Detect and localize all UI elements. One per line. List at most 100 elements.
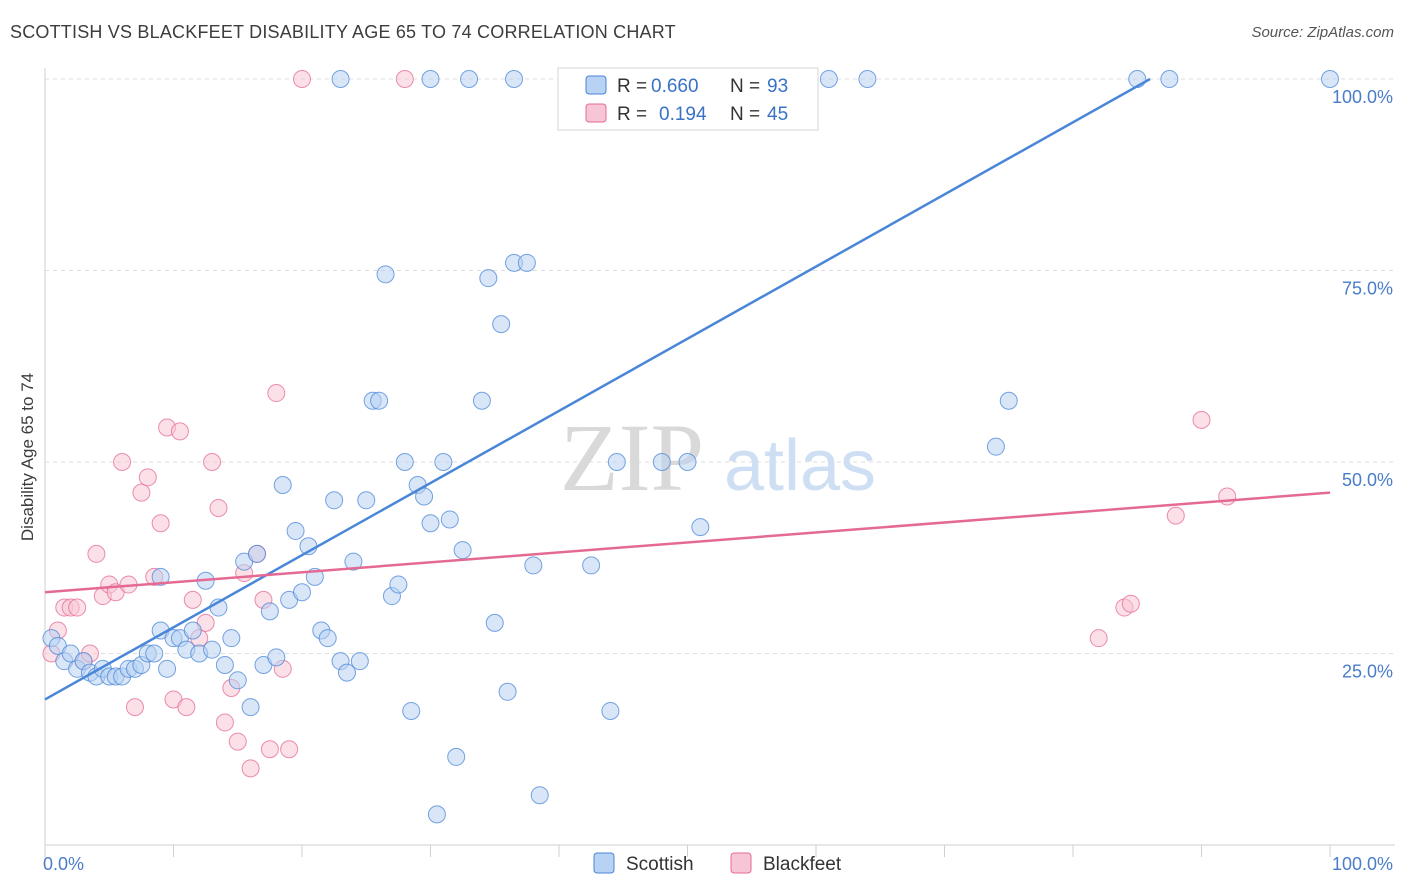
- bottom-legend-swatch-scottish: [593, 852, 615, 874]
- watermark: ZIP atlas: [560, 404, 876, 511]
- point-scottish-81: [331, 70, 350, 88]
- point-scottish-55: [395, 453, 414, 471]
- point-scottish-22: [183, 621, 202, 640]
- point-blackfeet-26: [209, 498, 228, 517]
- point-blackfeet-38: [293, 70, 311, 88]
- point-scottish-28: [222, 629, 241, 648]
- point-scottish-38: [286, 521, 305, 540]
- point-blackfeet-29: [228, 732, 247, 751]
- point-scottish-34: [260, 602, 279, 621]
- point-scottish-73: [524, 556, 543, 575]
- y-tick-label-100: 100.0%: [1332, 87, 1393, 107]
- point-scottish-82: [421, 70, 440, 88]
- legend-swatch-blackfeet: [585, 103, 607, 123]
- point-scottish-78: [652, 453, 671, 471]
- point-scottish-18: [158, 659, 177, 678]
- bottom-legend-label-blackfeet: Blackfeet: [763, 854, 842, 875]
- point-scottish-75: [582, 556, 601, 575]
- point-blackfeet-25: [203, 453, 222, 471]
- point-scottish-66: [472, 391, 491, 410]
- point-scottish-86: [858, 70, 877, 88]
- point-scottish-92: [151, 567, 170, 586]
- legend-n-label-scottish: N =: [730, 76, 760, 97]
- point-blackfeet-22: [183, 590, 202, 609]
- point-scottish-80: [691, 518, 710, 537]
- point-scottish-74: [530, 786, 549, 805]
- point-scottish-16: [145, 644, 164, 663]
- legend-r-label-blackfeet: R =: [617, 104, 647, 125]
- point-scottish-29: [228, 671, 247, 690]
- point-scottish-85: [819, 70, 838, 88]
- point-blackfeet-34: [260, 740, 279, 759]
- point-scottish-25: [203, 640, 222, 659]
- point-scottish-59: [421, 514, 440, 533]
- point-blackfeet-4: [68, 598, 87, 617]
- point-blackfeet-45: [1218, 487, 1237, 506]
- point-scottish-51: [370, 391, 389, 410]
- point-scottish-43: [318, 629, 337, 648]
- point-blackfeet-43: [1166, 506, 1185, 525]
- point-scottish-90: [999, 391, 1018, 410]
- tick-labels: 25.0% 50.0% 75.0% 100.0% 0.0% 100.0%: [43, 87, 1393, 874]
- point-scottish-36: [273, 475, 292, 494]
- point-scottish-46: [337, 663, 356, 682]
- point-blackfeet-44: [1192, 410, 1211, 429]
- legend-n-label-blackfeet: N =: [730, 104, 760, 125]
- point-blackfeet-15: [138, 468, 157, 487]
- point-blackfeet-13: [125, 698, 144, 717]
- point-blackfeet-42: [1121, 594, 1140, 613]
- point-scottish-39: [293, 583, 311, 602]
- y-tick-label-50: 50.0%: [1342, 470, 1393, 490]
- y-tick-label-25: 25.0%: [1342, 662, 1393, 682]
- point-blackfeet-14: [132, 483, 151, 502]
- chart-title: SCOTTISH VS BLACKFEET DISABILITY AGE 65 …: [10, 22, 676, 42]
- point-scottish-68: [485, 613, 504, 632]
- legend-n-value-scottish: 93: [767, 76, 788, 97]
- point-scottish-60: [427, 805, 446, 824]
- x-tick-label-100: 100.0%: [1332, 854, 1393, 874]
- point-scottish-52: [376, 265, 395, 284]
- point-scottish-56: [402, 701, 421, 720]
- point-blackfeet-37: [280, 740, 299, 759]
- point-blackfeet-27: [215, 713, 234, 732]
- trend-line-blackfeet: [44, 491, 1331, 594]
- point-blackfeet-11: [113, 453, 132, 471]
- point-scottish-67: [479, 269, 498, 288]
- point-blackfeet-7: [87, 544, 106, 563]
- point-blackfeet-20: [170, 422, 189, 441]
- trend-lines: [44, 77, 1331, 701]
- legend-swatch-scottish: [585, 75, 607, 95]
- legend-r-value-scottish: 0.660: [651, 76, 699, 97]
- point-scottish-32: [248, 544, 267, 563]
- trend-line-scottish: [44, 77, 1151, 701]
- point-scottish-47: [344, 552, 363, 571]
- legend-box: R = 0.660 N = 93 R = 0.194 N = 45: [557, 67, 819, 131]
- point-scottish-27: [215, 655, 234, 674]
- point-scottish-77: [607, 453, 626, 471]
- bottom-legend-label-scottish: Scottish: [626, 854, 694, 875]
- point-scottish-88: [1160, 70, 1179, 88]
- y-tick-label-75: 75.0%: [1342, 279, 1393, 299]
- point-blackfeet-39: [395, 70, 414, 88]
- x-tick-label-0: 0.0%: [43, 854, 84, 874]
- point-scottish-49: [357, 491, 376, 510]
- point-blackfeet-17: [151, 514, 170, 533]
- point-scottish-61: [434, 453, 453, 471]
- point-scottish-35: [267, 648, 286, 667]
- point-scottish-48: [350, 652, 369, 671]
- point-scottish-62: [440, 510, 459, 529]
- axes: [44, 68, 1395, 857]
- point-blackfeet-21: [177, 698, 196, 717]
- chart-source: Source: ZipAtlas.com: [1251, 24, 1394, 41]
- point-scottish-70: [498, 682, 517, 701]
- point-scottish-83: [505, 70, 524, 88]
- point-blackfeet-35: [267, 384, 286, 403]
- point-scottish-64: [453, 541, 472, 560]
- legend-n-value-blackfeet: 45: [767, 104, 788, 125]
- legend-r-label-scottish: R =: [617, 76, 647, 97]
- point-scottish-72: [517, 253, 536, 272]
- point-scottish-69: [492, 315, 511, 334]
- watermark-atlas: atlas: [724, 426, 876, 506]
- legend-r-value-blackfeet: 0.194: [659, 104, 707, 125]
